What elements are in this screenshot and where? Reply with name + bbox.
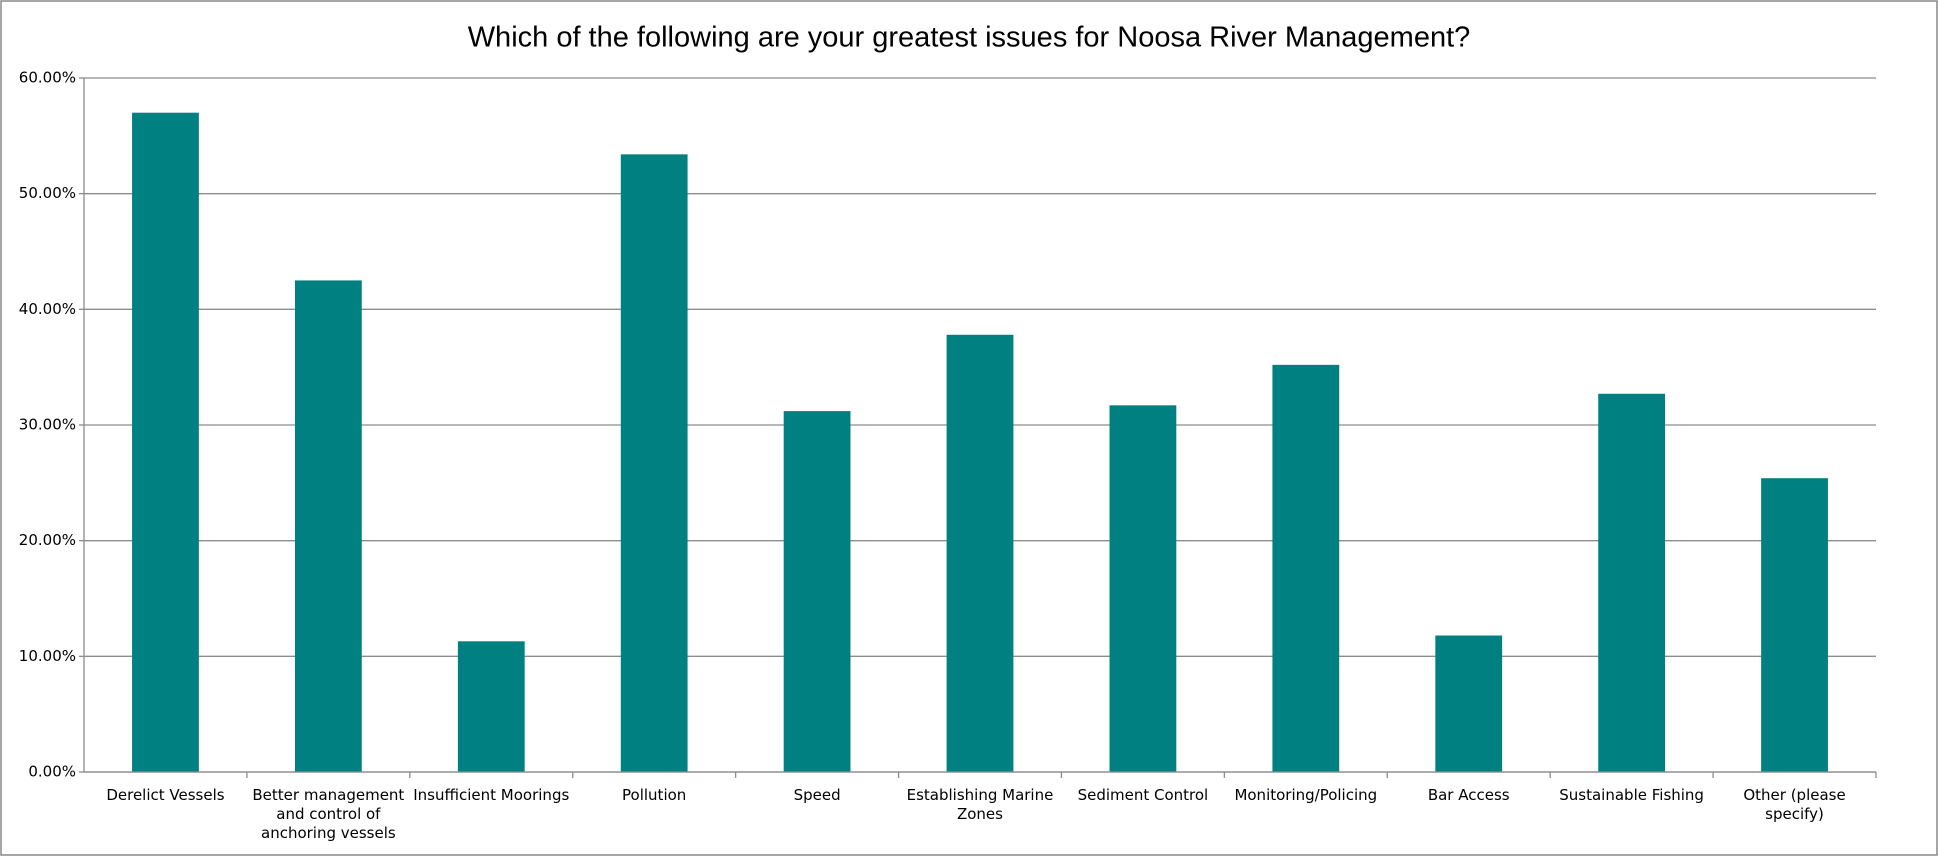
y-tick-label: 50.00%: [19, 184, 76, 202]
bar: [783, 411, 851, 772]
x-tick-label: Better management and control of anchori…: [252, 786, 405, 842]
x-tick-label: Pollution: [622, 786, 687, 804]
y-tick-label: 40.00%: [19, 300, 76, 318]
x-tick-label: Bar Access: [1427, 786, 1510, 804]
bar: [1435, 635, 1503, 772]
bar: [457, 641, 525, 772]
y-tick-label: 30.00%: [19, 416, 76, 434]
bar: [1598, 393, 1666, 772]
bar: [1272, 364, 1340, 772]
x-tick-label: Insufficient Moorings: [413, 786, 570, 804]
bar: [132, 112, 199, 772]
y-tick-label: 60.00%: [19, 69, 76, 87]
y-tick-label: 0.00%: [28, 763, 76, 781]
y-tick-label: 20.00%: [19, 531, 76, 549]
x-tick-label: Monitoring/Policing: [1234, 786, 1378, 804]
bar: [294, 280, 362, 772]
bar: [620, 154, 688, 773]
y-tick-label: 10.00%: [19, 647, 76, 665]
chart-title: Which of the following are your greatest…: [468, 22, 1471, 54]
x-tick-label: Other (please specify): [1743, 786, 1846, 823]
bar: [1761, 478, 1828, 772]
x-tick-label: Sustainable Fishing: [1559, 786, 1704, 804]
x-tick-label: Derelict Vessels: [106, 786, 225, 804]
bar: [1109, 405, 1177, 772]
x-tick-label: Establishing Marine Zones: [906, 786, 1054, 823]
bar: [946, 334, 1014, 772]
x-tick-label: Sediment Control: [1077, 786, 1209, 804]
x-tick-label: Speed: [793, 786, 841, 804]
